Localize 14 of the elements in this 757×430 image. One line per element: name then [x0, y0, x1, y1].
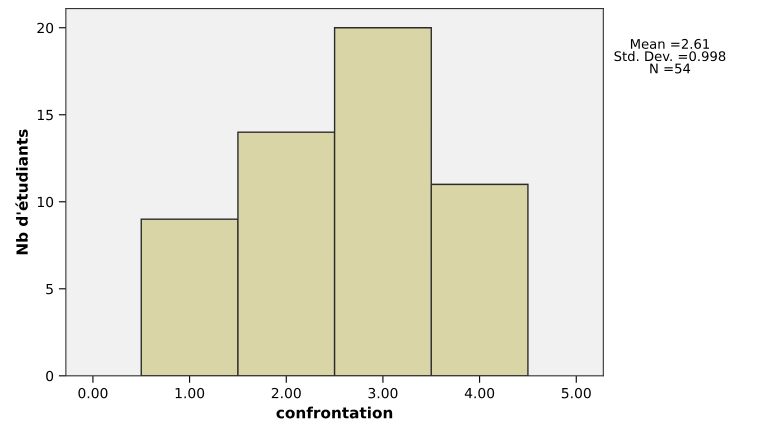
x-tick-label: 3.00 [368, 388, 398, 398]
x-tick-label: 0.00 [78, 388, 108, 398]
x-tick-label: 2.00 [272, 388, 301, 398]
y-tick-label: 20 [37, 22, 54, 34]
y-tick-label: 5 [46, 284, 53, 294]
x-axis-title: confrontation [276, 406, 392, 418]
text: Mean =2.61 Std. Dev. =0.998 N =54 [614, 38, 726, 74]
x-tick-label: 4.00 [464, 388, 494, 398]
y-tick-label: 0 [46, 370, 54, 382]
y-tick-label: 10 [38, 196, 54, 208]
y-axis-title: Nb d'étudiants [15, 129, 28, 254]
x-tick-label: 5.00 [562, 388, 591, 398]
y-tick-label: 15 [38, 110, 53, 120]
x-tick-label: 1.00 [176, 388, 204, 398]
